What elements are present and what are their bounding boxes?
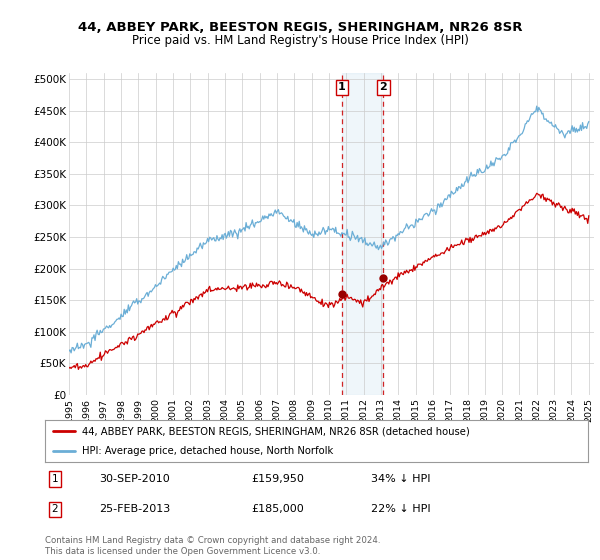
Bar: [342, 73, 383, 395]
Text: 1: 1: [338, 82, 346, 92]
Text: 34% ↓ HPI: 34% ↓ HPI: [371, 474, 430, 484]
Text: 44, ABBEY PARK, BEESTON REGIS, SHERINGHAM, NR26 8SR: 44, ABBEY PARK, BEESTON REGIS, SHERINGHA…: [78, 21, 522, 34]
Text: 44, ABBEY PARK, BEESTON REGIS, SHERINGHAM, NR26 8SR (detached house): 44, ABBEY PARK, BEESTON REGIS, SHERINGHA…: [82, 426, 470, 436]
Text: 30-SEP-2010: 30-SEP-2010: [100, 474, 170, 484]
Text: Contains HM Land Registry data © Crown copyright and database right 2024.
This d: Contains HM Land Registry data © Crown c…: [45, 536, 380, 556]
Text: £159,950: £159,950: [251, 474, 304, 484]
Text: 25-FEB-2013: 25-FEB-2013: [100, 505, 170, 515]
Text: Price paid vs. HM Land Registry's House Price Index (HPI): Price paid vs. HM Land Registry's House …: [131, 34, 469, 46]
Text: HPI: Average price, detached house, North Norfolk: HPI: Average price, detached house, Nort…: [82, 446, 333, 456]
Text: 2: 2: [380, 82, 388, 92]
Text: 22% ↓ HPI: 22% ↓ HPI: [371, 505, 430, 515]
Text: £185,000: £185,000: [251, 505, 304, 515]
Text: 2: 2: [52, 505, 58, 515]
Text: 1: 1: [52, 474, 58, 484]
